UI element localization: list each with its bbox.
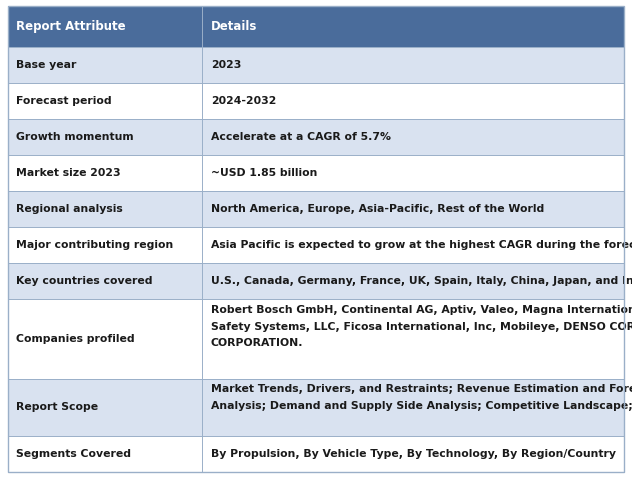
Text: U.S., Canada, Germany, France, UK, Spain, Italy, China, Japan, and India: U.S., Canada, Germany, France, UK, Spain… xyxy=(210,276,632,286)
Text: Accelerate at a CAGR of 5.7%: Accelerate at a CAGR of 5.7% xyxy=(210,132,391,142)
Bar xyxy=(8,227,624,263)
Text: Regional analysis: Regional analysis xyxy=(16,204,123,214)
Text: Market size 2023: Market size 2023 xyxy=(16,168,121,178)
Bar xyxy=(8,6,624,47)
Text: Report Scope: Report Scope xyxy=(16,402,99,413)
Text: Forecast period: Forecast period xyxy=(16,96,112,106)
Text: By Propulsion, By Vehicle Type, By Technology, By Region/Country: By Propulsion, By Vehicle Type, By Techn… xyxy=(210,449,616,459)
Text: Key countries covered: Key countries covered xyxy=(16,276,153,286)
Bar xyxy=(8,299,624,379)
Bar xyxy=(8,436,624,472)
Text: 2024-2032: 2024-2032 xyxy=(210,96,276,106)
Text: Major contributing region: Major contributing region xyxy=(16,240,174,250)
Text: Asia Pacific is expected to grow at the highest CAGR during the forecasted perio: Asia Pacific is expected to grow at the … xyxy=(210,240,632,250)
Bar xyxy=(8,191,624,227)
Text: Companies profiled: Companies profiled xyxy=(16,334,135,344)
Text: Base year: Base year xyxy=(16,60,77,70)
Text: Report Attribute: Report Attribute xyxy=(16,20,126,33)
Text: Details: Details xyxy=(210,20,257,33)
Text: 2023: 2023 xyxy=(210,60,241,70)
Bar xyxy=(8,379,624,436)
Text: ~USD 1.85 billion: ~USD 1.85 billion xyxy=(210,168,317,178)
Text: North America, Europe, Asia-Pacific, Rest of the World: North America, Europe, Asia-Pacific, Res… xyxy=(210,204,544,214)
Bar xyxy=(8,155,624,191)
Bar xyxy=(8,119,624,155)
Text: Market Trends, Drivers, and Restraints; Revenue Estimation and Forecast; Segment: Market Trends, Drivers, and Restraints; … xyxy=(210,384,632,411)
Text: Segments Covered: Segments Covered xyxy=(16,449,131,459)
Text: Growth momentum: Growth momentum xyxy=(16,132,134,142)
Bar xyxy=(8,263,624,299)
Text: Robert Bosch GmbH, Continental AG, Aptiv, Valeo, Magna International Inc, Veonee: Robert Bosch GmbH, Continental AG, Aptiv… xyxy=(210,305,632,348)
Bar xyxy=(8,83,624,119)
Bar xyxy=(8,47,624,83)
